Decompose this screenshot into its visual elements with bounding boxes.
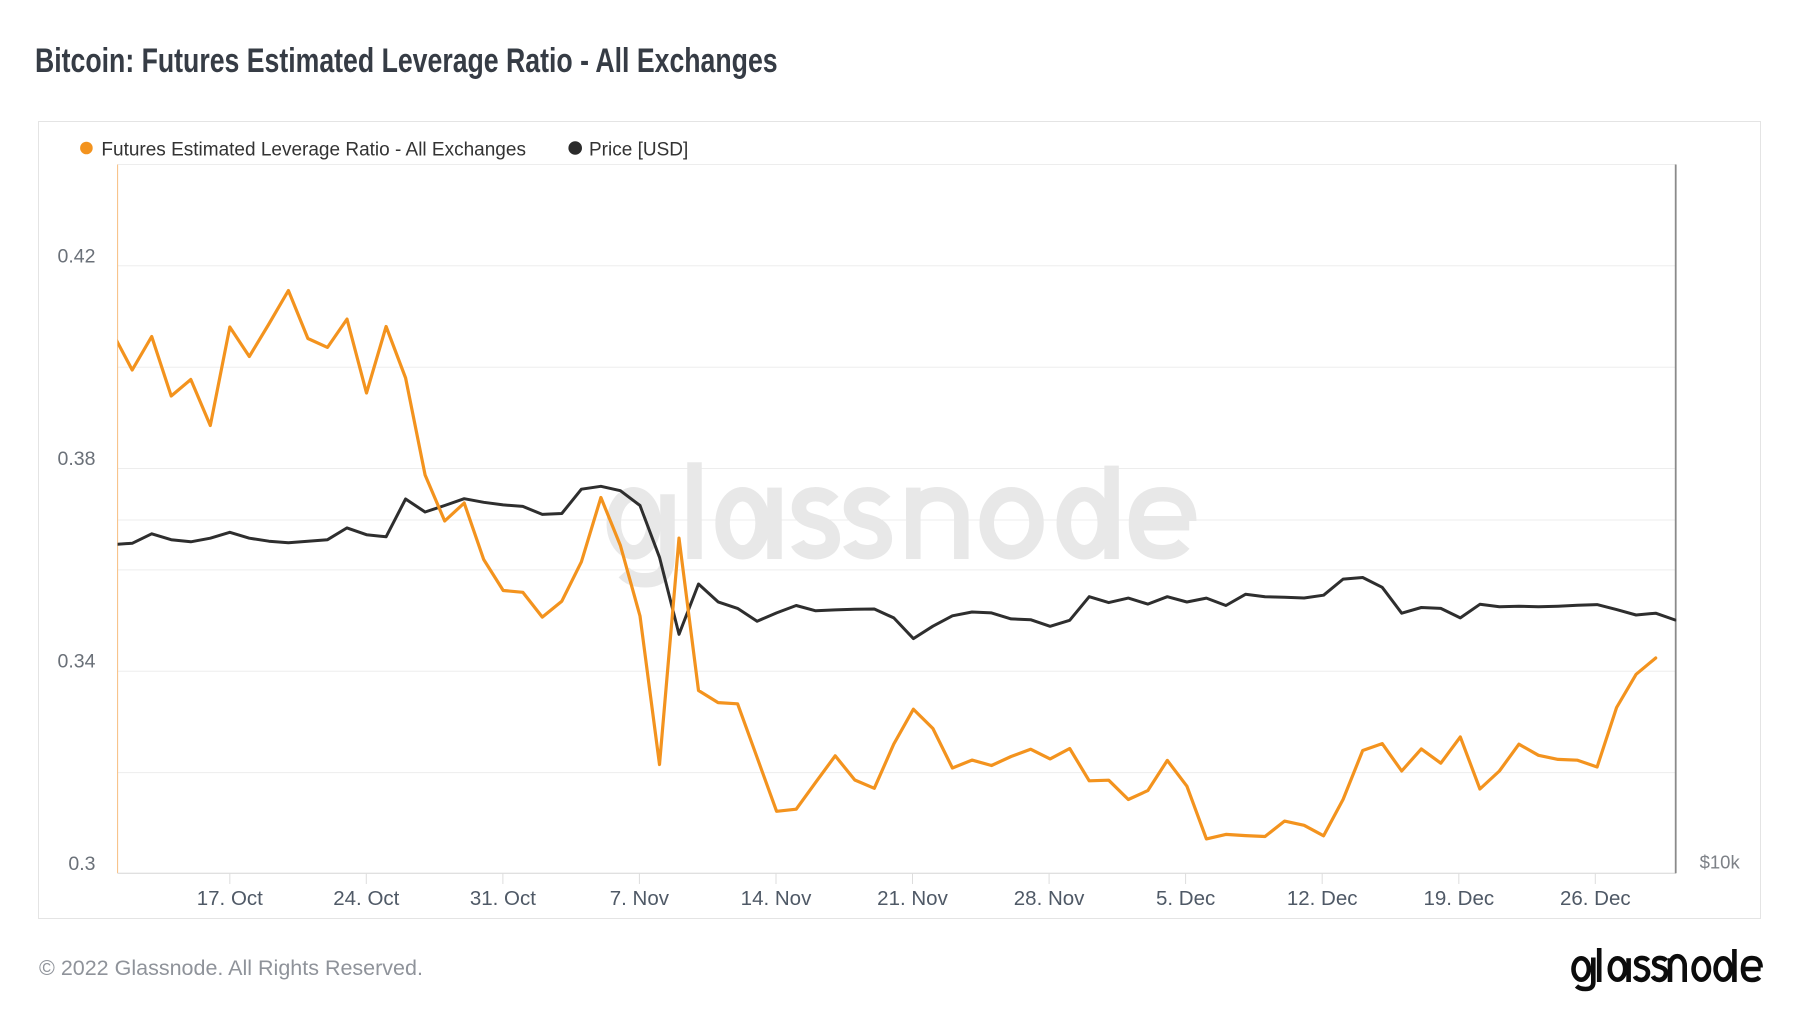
svg-text:31. Oct: 31. Oct <box>470 887 536 910</box>
svg-text:21. Nov: 21. Nov <box>877 887 948 910</box>
svg-text:12. Dec: 12. Dec <box>1287 887 1358 910</box>
svg-text:0.3: 0.3 <box>68 853 95 875</box>
svg-text:7. Nov: 7. Nov <box>610 887 670 910</box>
svg-text:19. Dec: 19. Dec <box>1423 887 1494 910</box>
svg-text:0.42: 0.42 <box>58 245 96 267</box>
svg-text:24. Oct: 24. Oct <box>333 887 399 910</box>
svg-text:26. Dec: 26. Dec <box>1560 887 1631 910</box>
svg-text:0.34: 0.34 <box>58 651 96 673</box>
svg-text:Futures Estimated Leverage Rat: Futures Estimated Leverage Ratio - All E… <box>101 140 526 161</box>
svg-text:5. Dec: 5. Dec <box>1156 887 1215 910</box>
svg-text:Price [USD]: Price [USD] <box>589 140 688 161</box>
svg-text:0.38: 0.38 <box>58 448 96 470</box>
svg-text:14. Nov: 14. Nov <box>741 887 812 910</box>
svg-text:28. Nov: 28. Nov <box>1014 887 1085 910</box>
svg-text:17. Oct: 17. Oct <box>197 887 263 910</box>
svg-text:$10k: $10k <box>1700 852 1741 873</box>
